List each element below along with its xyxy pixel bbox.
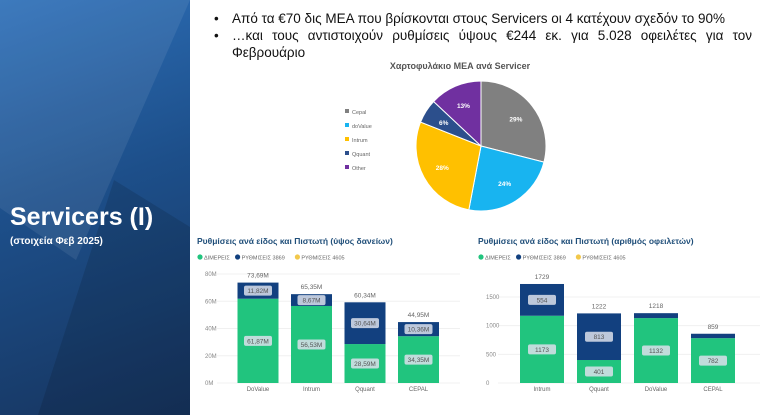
data-label-box: [244, 285, 272, 296]
legend-swatch: [345, 123, 349, 127]
data-label-box: [528, 344, 556, 355]
y-tick-label: 1000: [486, 324, 500, 330]
data-label-box: [404, 324, 433, 335]
bar-total-label: 1729: [535, 274, 550, 281]
x-tick-label: Qquant: [355, 387, 375, 393]
pie-data-label: 28%: [436, 165, 449, 172]
bar-total-label: 73,69M: [247, 273, 269, 280]
bar-data-label: 8,67M: [302, 298, 320, 305]
slide-subtitle: (στοιχεία Φεβ 2025): [10, 236, 103, 247]
legend-swatch: [345, 151, 349, 155]
legend-marker: [516, 254, 522, 260]
bar-data-label: 1173: [535, 347, 549, 354]
data-label-box: [699, 355, 727, 366]
bullet-item: …και τους αντιστοιχούν ρυθμίσεις ύψους €…: [212, 27, 752, 61]
legend-marker: [197, 254, 203, 260]
bar-data-label: 61,87M: [247, 338, 269, 345]
bar-data-label: 56,53M: [301, 342, 323, 349]
y-tick-label: 500: [486, 352, 497, 358]
pie-slice-intrum: [415, 121, 482, 211]
data-label-box: [585, 366, 613, 377]
data-label-box: [351, 358, 379, 369]
pie-slice-dovalue: [468, 145, 545, 212]
bar-segment: [634, 313, 678, 319]
x-tick-label: Intrum: [303, 387, 320, 393]
y-tick-label: 40M: [205, 327, 217, 333]
data-label-box: [528, 294, 556, 305]
legend-label: Other: [352, 166, 366, 172]
y-tick-label: 80M: [205, 272, 217, 278]
y-tick-label: 60M: [205, 299, 217, 305]
bar-total-label: 1218: [649, 303, 664, 310]
x-tick-label: Intrum: [533, 387, 550, 393]
slide-title: Servicers (I): [10, 203, 154, 231]
legend-label: ΡΥΘΜΙΣΕΙΣ 4605: [582, 256, 625, 262]
bar-total-label: 1222: [592, 303, 607, 310]
legend-label: doValue: [352, 124, 372, 130]
pie-data-label: 13%: [457, 103, 470, 110]
bar-data-label: 782: [708, 358, 719, 365]
bar-data-label: 28,59M: [354, 361, 376, 368]
data-label-box: [297, 339, 326, 350]
data-label-box: [244, 335, 272, 346]
legend-label: ΡΥΘΜΙΣΕΙΣ 3869: [523, 256, 566, 262]
x-tick-label: DoValue: [645, 387, 668, 393]
bar-data-label: 1132: [649, 348, 663, 355]
pie-slice-cepal: [480, 80, 547, 163]
bar-data-label: 10,36M: [408, 327, 430, 334]
bar-data-label: 401: [594, 369, 605, 376]
data-label-box: [297, 295, 326, 306]
x-tick-label: DoValue: [247, 387, 270, 393]
legend-swatch: [345, 165, 349, 169]
legend-label: ΔΙΜΕΡΕΙΣ: [204, 256, 230, 262]
data-label-box: [404, 354, 433, 365]
bullet-item: Από τα €70 δις ΜΕΑ που βρίσκονται στους …: [212, 10, 752, 27]
legend-label: ΡΥΘΜΙΣΕΙΣ 4605: [301, 256, 344, 262]
x-tick-label: CEPAL: [409, 387, 429, 393]
y-tick-label: 0: [486, 381, 490, 387]
legend-marker: [294, 254, 300, 260]
bar-total-label: 859: [708, 324, 719, 331]
legend-swatch: [345, 137, 349, 141]
data-label-box: [585, 331, 613, 342]
bar-data-label: 30,64M: [354, 321, 376, 328]
legend-label: Intrum: [352, 138, 368, 144]
legend-label: ΔΙΜΕΡΕΙΣ: [485, 256, 511, 262]
legend-marker: [478, 254, 484, 260]
bar-data-label: 11,82M: [247, 288, 268, 295]
legend-label: Qquant: [352, 152, 371, 158]
bullet-list: Από τα €70 δις ΜΕΑ που βρίσκονται στους …: [212, 10, 752, 61]
legend-swatch: [345, 109, 349, 113]
legend-label: Cepal: [352, 110, 366, 116]
bar-chart-title: Ρυθμίσεις ανά είδος και Πιστωτή (αριθμός…: [478, 236, 694, 246]
legend-marker: [235, 254, 241, 260]
pie-slice-other: [432, 80, 482, 148]
legend-marker: [575, 254, 582, 260]
pie-title: Χαρτοφυλάκιο ΜΕΑ ανά Servicer: [390, 61, 531, 71]
y-tick-label: 20M: [205, 354, 217, 360]
data-label-box: [642, 345, 670, 356]
bar-data-label: 554: [537, 297, 548, 304]
pie-data-label: 24%: [498, 181, 511, 188]
bar-segment: [691, 333, 735, 339]
bar-total-label: 44,95M: [408, 312, 430, 319]
x-tick-label: CEPAL: [703, 387, 723, 393]
bar-data-label: 34,35M: [408, 357, 430, 364]
x-tick-label: Qquant: [589, 387, 609, 393]
bar-chart-title: Ρυθμίσεις ανά είδος και Πιστωτή (ύψος δα…: [197, 236, 393, 246]
y-tick-label: 1500: [486, 295, 500, 301]
data-label-box: [351, 318, 379, 329]
y-tick-label: 0M: [205, 381, 213, 387]
bar-data-label: 813: [594, 334, 605, 341]
bar-total-label: 60,34M: [354, 292, 376, 299]
pie-data-label: 6%: [439, 120, 449, 127]
legend-label: ΡΥΘΜΙΣΕΙΣ 3869: [242, 256, 285, 262]
bar-total-label: 65,35M: [301, 284, 323, 291]
pie-data-label: 29%: [509, 116, 522, 123]
title-panel: Servicers (I) (στοιχεία Φεβ 2025): [0, 0, 190, 415]
